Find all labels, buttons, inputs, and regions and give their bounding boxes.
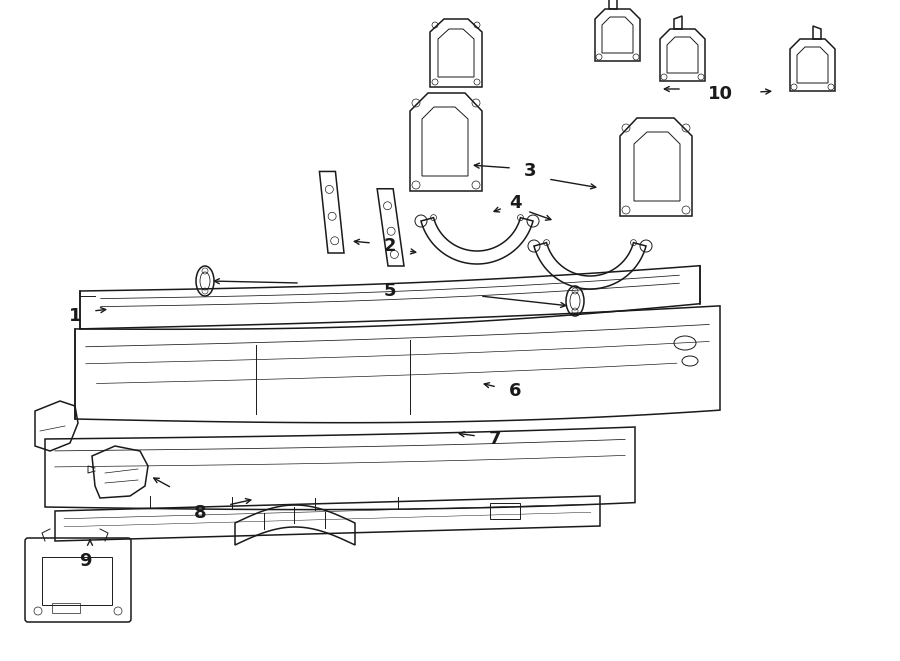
Text: 4: 4 — [508, 194, 521, 212]
Bar — [490, 503, 520, 519]
Text: 8: 8 — [194, 504, 206, 522]
Text: 1: 1 — [68, 307, 81, 325]
Bar — [52, 603, 80, 613]
Text: 2: 2 — [383, 237, 396, 255]
Text: 9: 9 — [79, 552, 91, 570]
Text: 3: 3 — [524, 162, 536, 180]
Text: 7: 7 — [489, 430, 501, 448]
Text: 5: 5 — [383, 282, 396, 300]
Text: 10: 10 — [707, 85, 733, 103]
Text: 6: 6 — [508, 382, 521, 400]
Bar — [42, 557, 112, 605]
